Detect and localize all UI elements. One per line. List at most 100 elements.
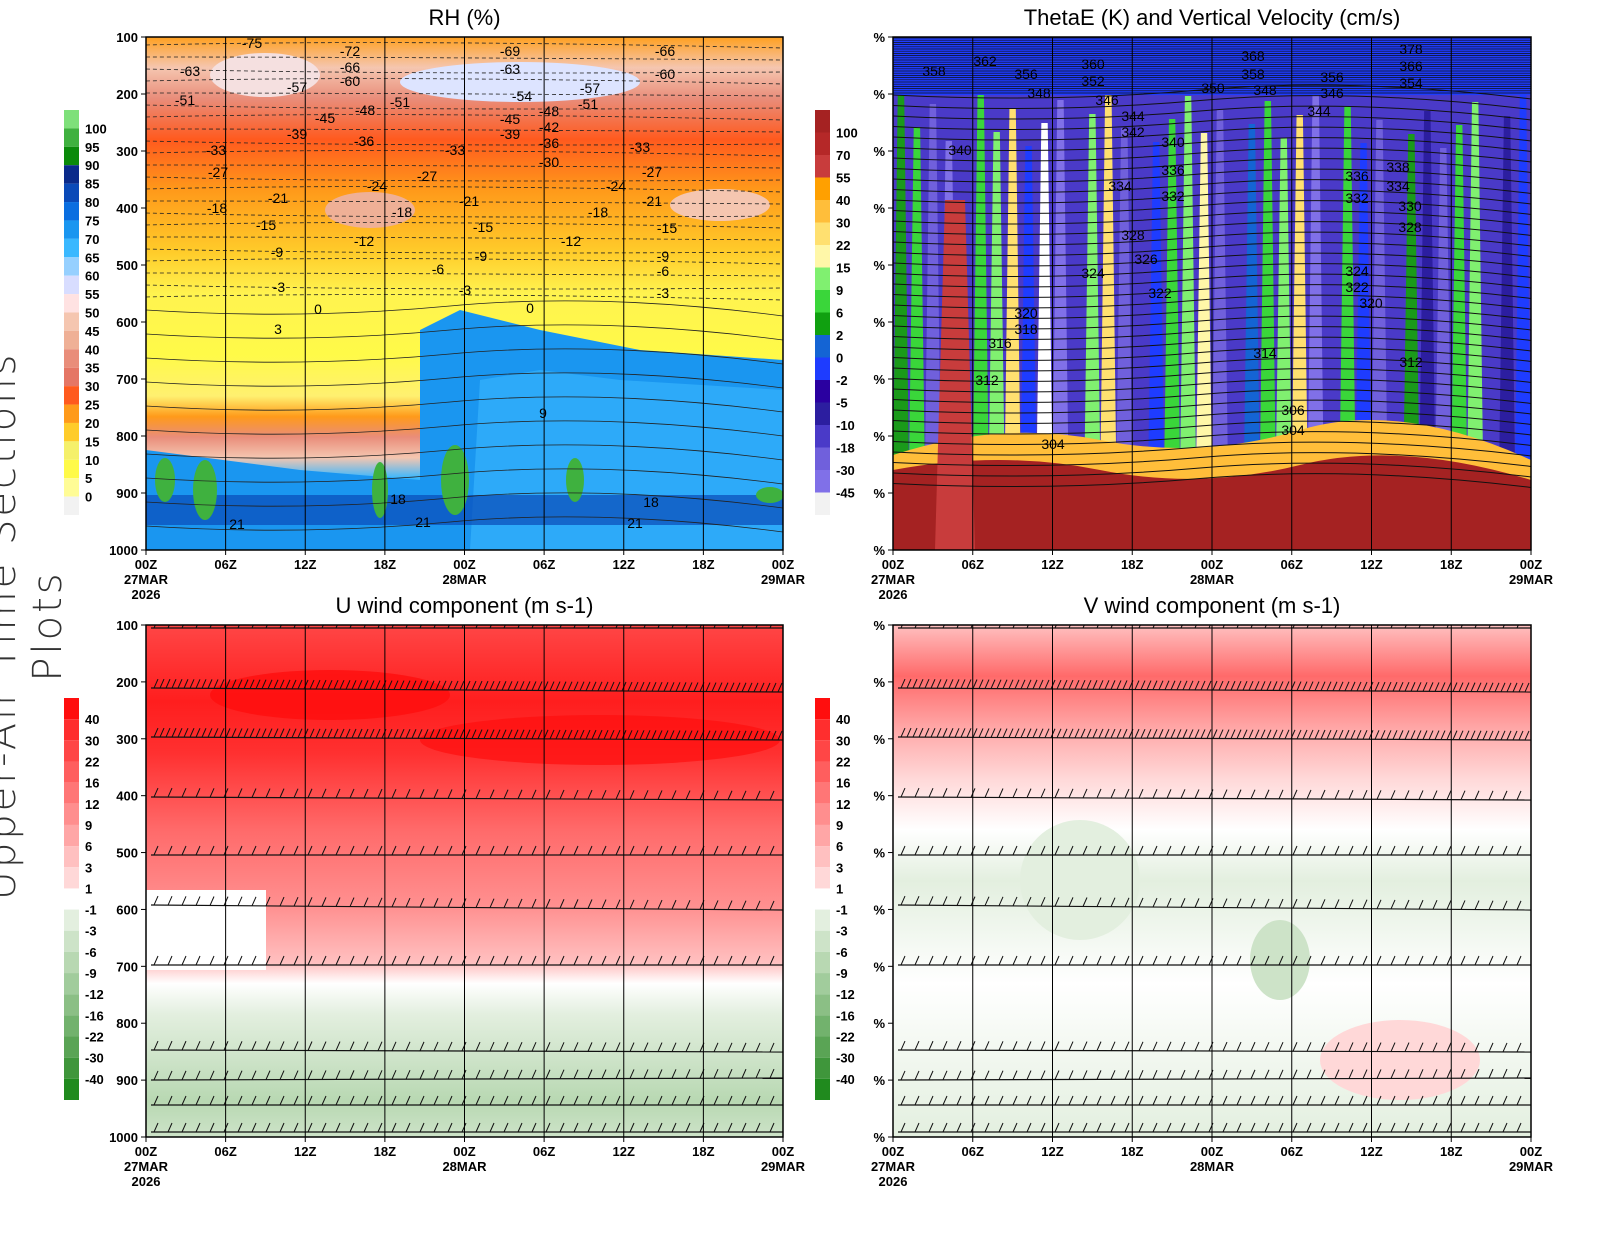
- wind-barb: [1040, 896, 1046, 907]
- x-tick-label: 18Z: [1440, 557, 1462, 572]
- wind-barb: [335, 788, 341, 799]
- wind-barb: [914, 895, 920, 906]
- wind-barb: [279, 788, 285, 798]
- wind-barb: [663, 682, 669, 692]
- wind-barb: [405, 789, 411, 799]
- colorbar-label: -3: [836, 924, 848, 939]
- wind-barb: [465, 680, 471, 691]
- wind-barb-row: [897, 796, 1531, 801]
- wind-barb: [1152, 955, 1158, 966]
- wind-barb: [391, 955, 397, 966]
- wind-barb: [1470, 682, 1476, 692]
- wind-barb: [657, 1095, 663, 1106]
- wind-barb: [1512, 730, 1518, 741]
- wind-barb: [1390, 1095, 1396, 1106]
- wind-barb-row: [897, 904, 1531, 911]
- wind-barb: [1138, 1070, 1144, 1080]
- wind-barb: [1194, 898, 1200, 908]
- wind-barb: [753, 682, 759, 693]
- wind-barb: [429, 680, 435, 690]
- wind-barb: [237, 679, 243, 689]
- wind-barb: [1306, 955, 1312, 966]
- wind-barb: [1348, 1095, 1354, 1106]
- wind-barb: [351, 680, 357, 690]
- wind-barb: [1306, 899, 1312, 909]
- wind-barb: [559, 625, 562, 629]
- wind-barb: [942, 896, 948, 906]
- wind-barb: [585, 729, 591, 740]
- wind-barb: [501, 729, 507, 739]
- wind-barb: [1040, 845, 1046, 856]
- wind-barb: [643, 899, 649, 910]
- wind-barb: [293, 625, 296, 629]
- wind-barb: [489, 1095, 495, 1106]
- x-year-label: 2026: [879, 1174, 908, 1189]
- wind-barb: [1230, 729, 1236, 739]
- wind-barb: [351, 728, 357, 739]
- wind-barb: [1012, 955, 1018, 966]
- colorbar-box: [815, 740, 830, 762]
- wind-barb: [1236, 1095, 1242, 1106]
- wind-barb: [349, 1070, 355, 1080]
- wind-barb: [545, 625, 548, 629]
- y-tick-label: 900: [116, 486, 138, 501]
- colorbar-box: [64, 404, 79, 423]
- y-tick-label: %: [873, 429, 885, 444]
- wind-barb: [942, 1095, 948, 1106]
- wind-barb: [914, 1040, 920, 1051]
- wind-barb: [601, 955, 607, 966]
- wind-barb: [713, 1095, 719, 1106]
- wind-barb: [1278, 898, 1284, 909]
- x-tick-label: 12Z: [294, 1144, 316, 1159]
- rh-saturated-area: [441, 445, 469, 515]
- wind-barb: [1348, 625, 1351, 629]
- omega-column: [1212, 110, 1228, 470]
- colorbar-label: 55: [85, 287, 99, 302]
- wind-barb: [349, 955, 355, 966]
- wind-barb: [1180, 789, 1186, 799]
- wind-barb: [629, 1069, 635, 1079]
- wind-barb: [1348, 845, 1354, 856]
- contour-label: -3: [657, 285, 670, 301]
- x-tick-label: 06Z: [214, 1144, 236, 1159]
- thetae-contour: [893, 294, 1531, 310]
- wind-barb: [1260, 681, 1266, 691]
- wind-barb: [769, 790, 775, 801]
- wind-barb: [265, 1122, 271, 1133]
- x-date-label: 27MAR: [871, 572, 916, 587]
- wind-barb: [928, 787, 934, 798]
- contour-label: -18: [207, 200, 227, 216]
- wind-barb: [209, 1095, 215, 1106]
- wind-barb: [1166, 1095, 1172, 1106]
- colorbar-label: 75: [85, 213, 99, 228]
- x-tick-label: 18Z: [1121, 1144, 1143, 1159]
- wind-barb: [1056, 679, 1062, 690]
- wind-barb: [1082, 1070, 1088, 1080]
- wind-barb: [419, 789, 425, 799]
- wind-barb: [489, 955, 495, 966]
- wind-barb: [391, 788, 397, 799]
- wind-barb: [727, 845, 733, 856]
- wind-barb: [279, 955, 285, 966]
- wind-barb: [1460, 1095, 1466, 1106]
- wind-barb: [1474, 790, 1480, 800]
- colorbar-label: -30: [836, 463, 855, 478]
- wind-barb: [1404, 1122, 1410, 1133]
- wind-barb: [475, 1069, 481, 1080]
- wind-barb: [1180, 845, 1186, 856]
- wind-barb: [1122, 680, 1128, 690]
- wind-barb: [629, 845, 635, 856]
- wind-barb: [1012, 625, 1015, 629]
- colorbar-box: [64, 740, 79, 762]
- wind-barb: [1292, 898, 1298, 909]
- wind-barb: [671, 1042, 677, 1052]
- wind-barb: [966, 728, 972, 738]
- wind-barb: [769, 1095, 775, 1106]
- wind-barb: [1380, 681, 1386, 692]
- colorbar-label: -22: [85, 1030, 104, 1045]
- wind-barb: [1418, 790, 1424, 800]
- wind-barb: [755, 790, 761, 801]
- contour-label: 336: [1161, 162, 1185, 178]
- wind-barb: [1292, 955, 1298, 966]
- wind-barb: [1166, 1041, 1172, 1052]
